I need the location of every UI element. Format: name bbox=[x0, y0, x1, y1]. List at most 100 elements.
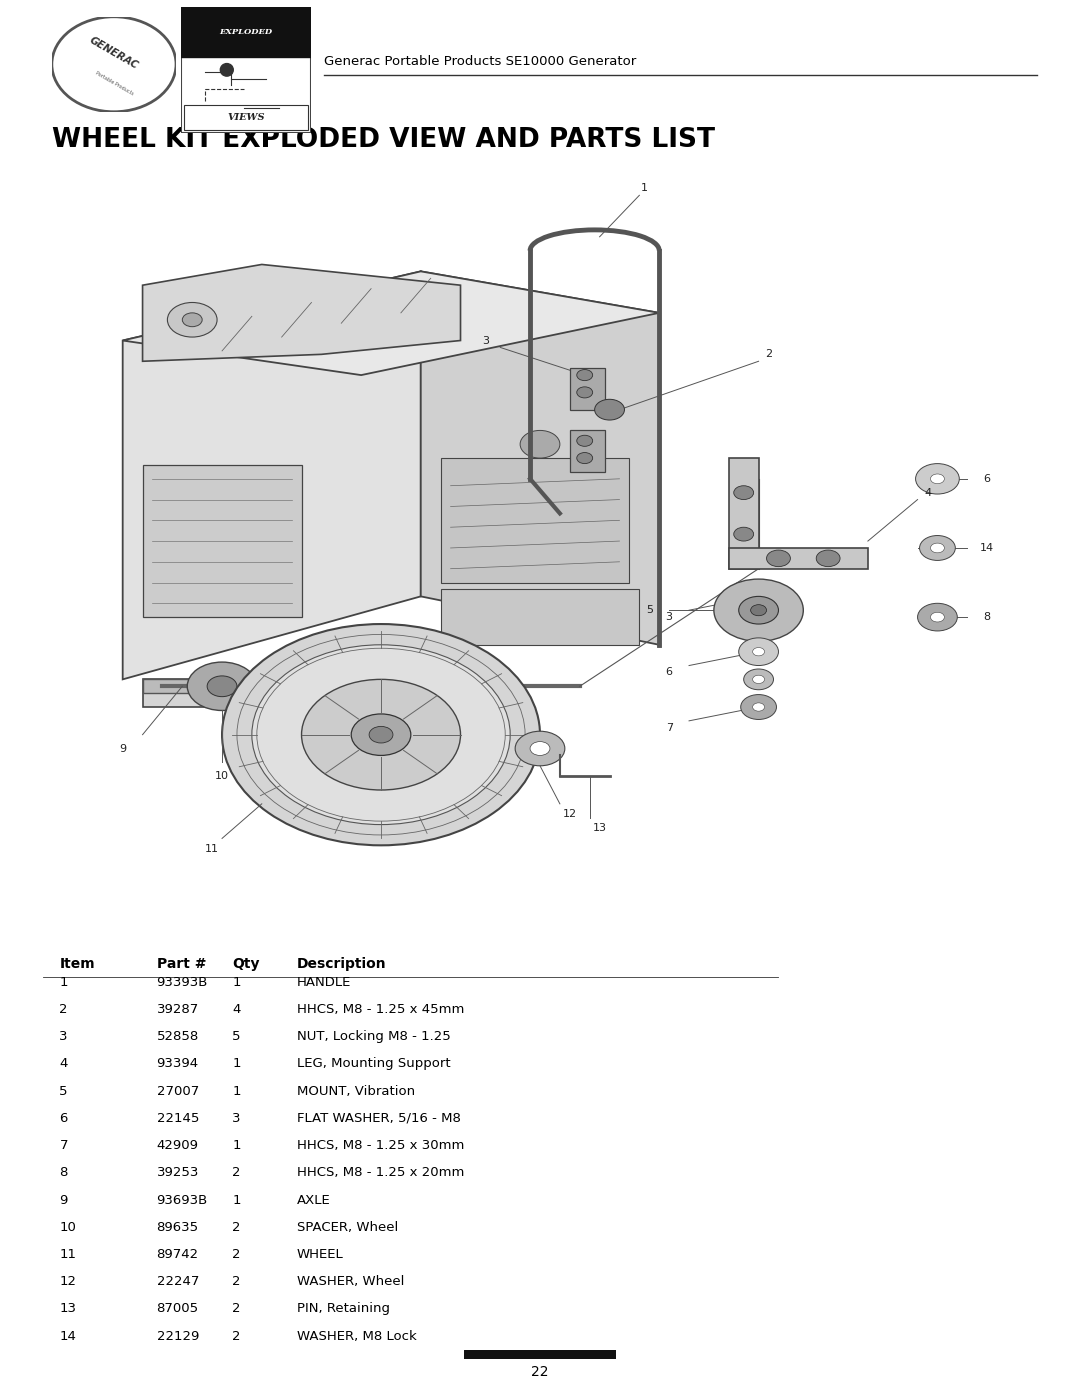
Bar bbox=[729, 458, 758, 569]
Text: 5: 5 bbox=[59, 1084, 68, 1098]
Circle shape bbox=[222, 624, 540, 845]
Text: 2: 2 bbox=[232, 1302, 241, 1316]
Circle shape bbox=[918, 604, 957, 631]
Text: 7: 7 bbox=[59, 1139, 68, 1153]
Circle shape bbox=[183, 313, 202, 327]
Text: 3: 3 bbox=[482, 335, 489, 345]
Text: 22: 22 bbox=[531, 1365, 549, 1379]
Text: 2: 2 bbox=[232, 1221, 241, 1234]
Circle shape bbox=[187, 662, 257, 711]
Text: 2: 2 bbox=[232, 1166, 241, 1179]
Text: EXPLODED: EXPLODED bbox=[219, 28, 273, 36]
Text: 22129: 22129 bbox=[157, 1330, 199, 1343]
Circle shape bbox=[753, 703, 765, 711]
Text: WHEEL: WHEEL bbox=[297, 1248, 343, 1261]
Text: 2: 2 bbox=[232, 1275, 241, 1288]
Bar bbox=[729, 548, 868, 569]
Circle shape bbox=[741, 694, 777, 719]
Text: 93693B: 93693B bbox=[157, 1193, 207, 1207]
Text: 2: 2 bbox=[765, 349, 772, 359]
Text: Qty: Qty bbox=[232, 957, 259, 971]
Text: HHCS, M8 - 1.25 x 45mm: HHCS, M8 - 1.25 x 45mm bbox=[297, 1003, 464, 1016]
Polygon shape bbox=[143, 679, 490, 707]
Circle shape bbox=[530, 742, 550, 756]
Text: GENERAC: GENERAC bbox=[87, 35, 140, 71]
Ellipse shape bbox=[52, 17, 176, 112]
Text: 93394: 93394 bbox=[157, 1058, 199, 1070]
Text: 1: 1 bbox=[232, 975, 241, 989]
Text: 11: 11 bbox=[59, 1248, 77, 1261]
Circle shape bbox=[521, 430, 559, 458]
Text: SPACER, Wheel: SPACER, Wheel bbox=[297, 1221, 399, 1234]
Circle shape bbox=[714, 580, 804, 641]
Text: LEG, Mounting Support: LEG, Mounting Support bbox=[297, 1058, 450, 1070]
Text: 7: 7 bbox=[665, 722, 673, 733]
Circle shape bbox=[767, 550, 791, 567]
Text: 4: 4 bbox=[924, 488, 931, 497]
Circle shape bbox=[931, 612, 944, 622]
Text: 6: 6 bbox=[984, 474, 990, 483]
Circle shape bbox=[351, 714, 410, 756]
Text: 22145: 22145 bbox=[157, 1112, 199, 1125]
Circle shape bbox=[733, 486, 754, 500]
Text: 87005: 87005 bbox=[157, 1302, 199, 1316]
Text: 1: 1 bbox=[232, 1084, 241, 1098]
Bar bbox=[441, 590, 639, 645]
Bar bbox=[181, 7, 311, 57]
Bar bbox=[570, 430, 605, 472]
Text: 22247: 22247 bbox=[157, 1275, 199, 1288]
Text: 8: 8 bbox=[59, 1166, 68, 1179]
Text: WASHER, Wheel: WASHER, Wheel bbox=[297, 1275, 404, 1288]
Bar bbox=[143, 465, 301, 617]
Circle shape bbox=[816, 550, 840, 567]
Text: HHCS, M8 - 1.25 x 20mm: HHCS, M8 - 1.25 x 20mm bbox=[297, 1166, 464, 1179]
Polygon shape bbox=[123, 271, 659, 376]
Text: 5: 5 bbox=[232, 1030, 241, 1044]
Text: 6: 6 bbox=[59, 1112, 68, 1125]
Text: FLAT WASHER, 5/16 - M8: FLAT WASHER, 5/16 - M8 bbox=[297, 1112, 461, 1125]
Circle shape bbox=[931, 474, 944, 483]
Text: 1: 1 bbox=[640, 183, 648, 193]
Text: PIN, Retaining: PIN, Retaining bbox=[297, 1302, 390, 1316]
Circle shape bbox=[207, 676, 237, 697]
Text: 11: 11 bbox=[205, 844, 219, 854]
Text: 39253: 39253 bbox=[157, 1166, 199, 1179]
Text: 1: 1 bbox=[232, 1058, 241, 1070]
Circle shape bbox=[577, 387, 593, 398]
Polygon shape bbox=[123, 271, 421, 679]
Circle shape bbox=[919, 535, 956, 560]
Circle shape bbox=[577, 370, 593, 380]
Circle shape bbox=[301, 679, 460, 789]
Polygon shape bbox=[143, 679, 490, 693]
Text: 12: 12 bbox=[59, 1275, 77, 1288]
Text: Item: Item bbox=[59, 957, 95, 971]
Text: 12: 12 bbox=[563, 809, 577, 819]
Text: 89742: 89742 bbox=[157, 1248, 199, 1261]
Circle shape bbox=[595, 400, 624, 420]
Circle shape bbox=[739, 597, 779, 624]
Text: 9: 9 bbox=[119, 743, 126, 753]
Circle shape bbox=[252, 645, 510, 824]
Text: 2: 2 bbox=[232, 1330, 241, 1343]
Text: 8: 8 bbox=[984, 612, 990, 622]
Text: 93393B: 93393B bbox=[157, 975, 208, 989]
Bar bbox=[184, 105, 309, 130]
Text: 27007: 27007 bbox=[157, 1084, 199, 1098]
Circle shape bbox=[369, 726, 393, 743]
Text: 1: 1 bbox=[232, 1193, 241, 1207]
Text: 42909: 42909 bbox=[157, 1139, 199, 1153]
Text: 3: 3 bbox=[59, 1030, 68, 1044]
Text: Portable Products: Portable Products bbox=[94, 70, 134, 96]
Text: 3: 3 bbox=[232, 1112, 241, 1125]
Text: 5: 5 bbox=[646, 605, 652, 615]
Text: MOUNT, Vibration: MOUNT, Vibration bbox=[297, 1084, 415, 1098]
Circle shape bbox=[744, 669, 773, 690]
Text: AXLE: AXLE bbox=[297, 1193, 330, 1207]
Text: 2: 2 bbox=[232, 1248, 241, 1261]
Text: 9: 9 bbox=[59, 1193, 68, 1207]
Text: WASHER, M8 Lock: WASHER, M8 Lock bbox=[297, 1330, 417, 1343]
Text: 6: 6 bbox=[665, 668, 673, 678]
Text: 4: 4 bbox=[232, 1003, 241, 1016]
Text: NUT, Locking M8 - 1.25: NUT, Locking M8 - 1.25 bbox=[297, 1030, 450, 1044]
Text: 14: 14 bbox=[59, 1330, 77, 1343]
